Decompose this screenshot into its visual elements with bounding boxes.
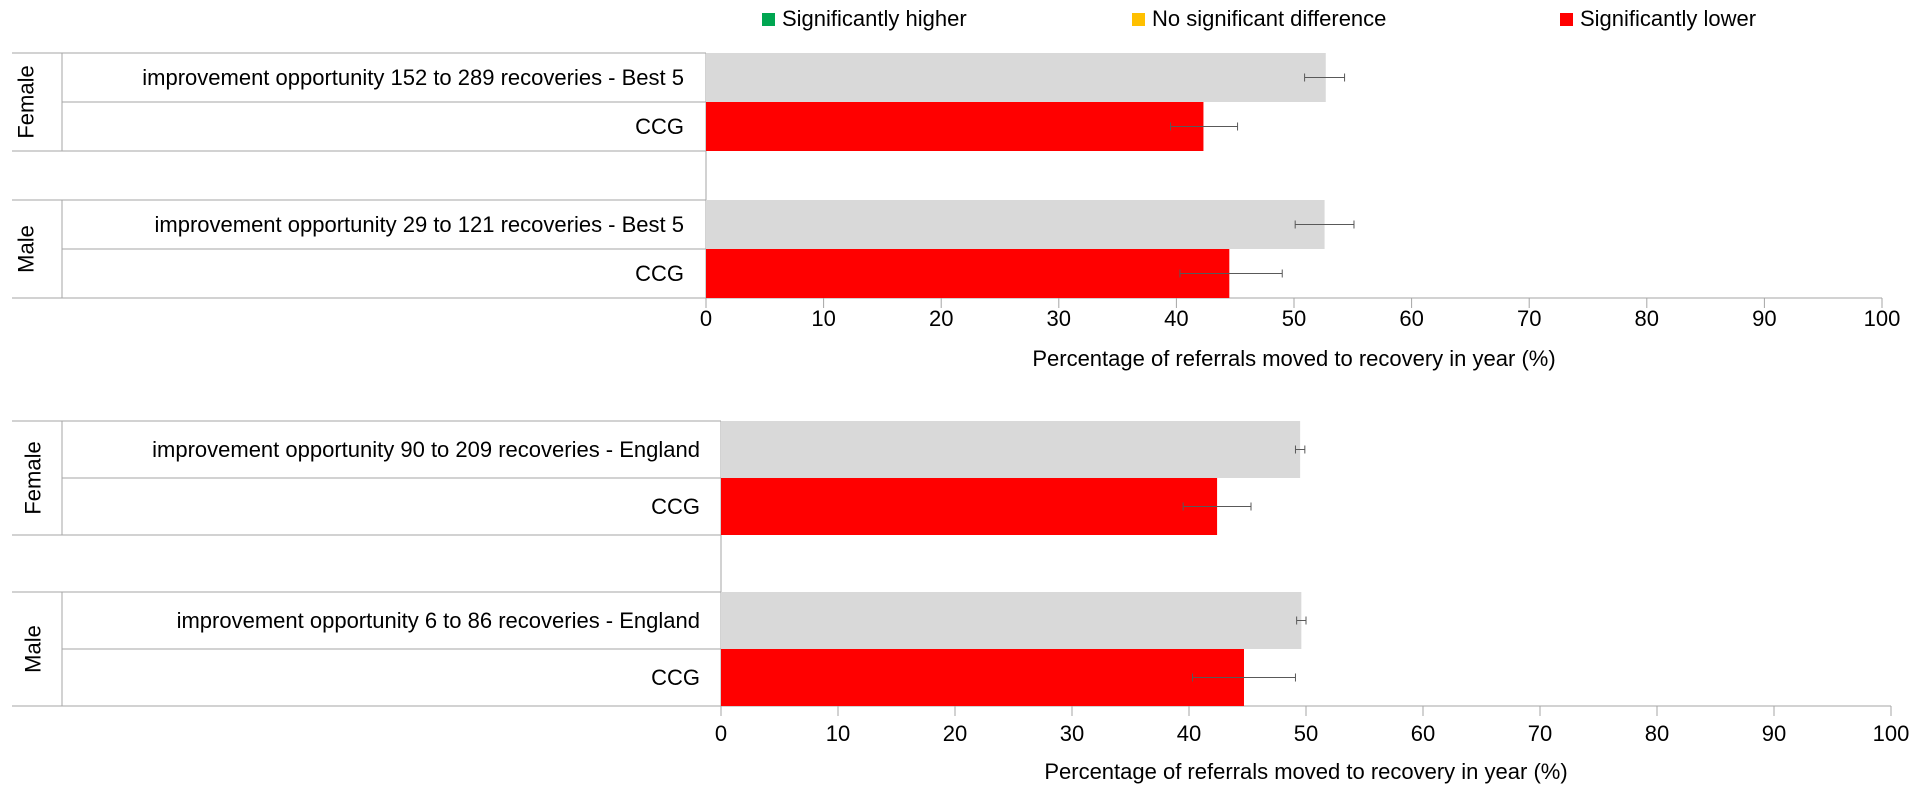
bar-label: CCG (651, 665, 700, 690)
legend-item-significantly-higher: Significantly higher (762, 6, 967, 32)
x-tick-label: 10 (811, 306, 835, 331)
legend-label: No significant difference (1152, 6, 1387, 31)
benchmark-bar (721, 421, 1301, 478)
bar-label: CCG (651, 494, 700, 519)
bar-label: CCG (635, 261, 684, 286)
x-tick-label: 40 (1177, 721, 1201, 746)
group-label-female: Female (21, 441, 46, 514)
legend-label: Significantly lower (1580, 6, 1757, 31)
x-tick-label: 90 (1762, 721, 1786, 746)
x-axis-title: Percentage of referrals moved to recover… (1044, 759, 1567, 784)
x-tick-label: 40 (1164, 306, 1188, 331)
x-tick-label: 0 (715, 721, 727, 746)
ccg-bar (706, 102, 1204, 151)
legend-swatch-amber (1132, 12, 1145, 26)
bar-label: CCG (635, 114, 684, 139)
benchmark-bar (706, 200, 1325, 249)
x-tick-label: 60 (1411, 721, 1435, 746)
x-tick-label: 30 (1047, 306, 1071, 331)
bar-label: improvement opportunity 152 to 289 recov… (142, 65, 684, 90)
group-label-male: Male (14, 225, 39, 273)
x-tick-label: 100 (1873, 721, 1910, 746)
bar-label: improvement opportunity 6 to 86 recoveri… (177, 608, 700, 633)
x-tick-label: 80 (1635, 306, 1659, 331)
group-label-male: Male (21, 625, 46, 673)
x-tick-label: 60 (1399, 306, 1423, 331)
group-label-female: Female (14, 65, 39, 138)
x-tick-label: 50 (1282, 306, 1306, 331)
ccg-bar (706, 249, 1230, 298)
x-tick-label: 20 (929, 306, 953, 331)
x-tick-label: 0 (700, 306, 712, 331)
x-tick-label: 90 (1752, 306, 1776, 331)
x-tick-label: 80 (1645, 721, 1669, 746)
x-axis-title: Percentage of referrals moved to recover… (1032, 346, 1555, 371)
chart-legend: Significantly higher No significant diff… (0, 6, 1921, 40)
legend-item-no-significant-difference: No significant difference (1132, 6, 1386, 32)
x-tick-label: 50 (1294, 721, 1318, 746)
benchmark-bar (706, 53, 1326, 102)
benchmark-bar (721, 592, 1302, 649)
legend-swatch-green (762, 12, 775, 26)
x-tick-label: 100 (1864, 306, 1901, 331)
ccg-bar (721, 649, 1244, 706)
bar-label: improvement opportunity 29 to 121 recove… (155, 212, 685, 237)
legend-swatch-red (1560, 12, 1573, 26)
x-tick-label: 20 (943, 721, 967, 746)
legend-label: Significantly higher (782, 6, 967, 31)
chart-best5: 0 10 20 30 40 50 60 70 80 90 100 Female improvement … (12, 52, 1901, 371)
ccg-bar (721, 478, 1218, 535)
legend-item-significantly-lower: Significantly lower (1560, 6, 1756, 32)
x-tick-label: 70 (1517, 306, 1541, 331)
x-tick-label: 30 (1060, 721, 1084, 746)
x-tick-label: 10 (826, 721, 850, 746)
chart-england: 0 10 20 30 40 50 60 70 80 90 100 Female improvement … (12, 420, 1910, 784)
x-tick-label: 70 (1528, 721, 1552, 746)
bar-label: improvement opportunity 90 to 209 recove… (152, 437, 700, 462)
